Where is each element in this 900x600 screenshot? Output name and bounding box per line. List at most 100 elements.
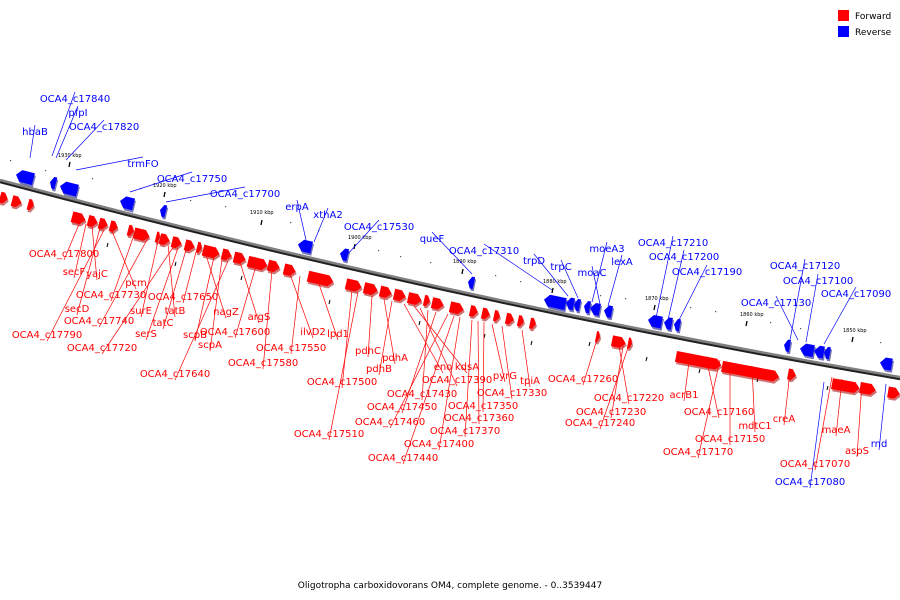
reverse-gene[interactable] bbox=[296, 239, 315, 256]
forward-gene[interactable] bbox=[132, 227, 152, 244]
forward-gene[interactable] bbox=[0, 191, 11, 207]
gene-label-oca4-c17360[interactable]: OCA4_c17360 bbox=[444, 413, 514, 424]
gene-label-oca4-c17120[interactable]: OCA4_c17120 bbox=[770, 261, 840, 272]
forward-gene[interactable] bbox=[26, 198, 37, 213]
forward-gene[interactable] bbox=[246, 255, 270, 274]
forward-gene[interactable] bbox=[430, 297, 446, 313]
forward-gene[interactable] bbox=[154, 231, 162, 245]
forward-gene[interactable] bbox=[480, 307, 492, 323]
gene-label-oca4-c17650[interactable]: OCA4_c17650 bbox=[148, 292, 218, 303]
forward-gene[interactable] bbox=[183, 239, 197, 254]
reverse-gene[interactable] bbox=[542, 294, 568, 313]
gene-label-sers[interactable]: serS bbox=[135, 329, 157, 340]
forward-gene[interactable] bbox=[220, 248, 234, 263]
gene-label-moac[interactable]: moaC bbox=[578, 268, 607, 279]
gene-label-oca4-c17070[interactable]: OCA4_c17070 bbox=[780, 459, 850, 470]
gene-label-sure[interactable]: surE bbox=[130, 306, 152, 317]
reverse-gene[interactable] bbox=[58, 180, 80, 199]
forward-gene[interactable] bbox=[195, 241, 204, 256]
gene-label-oca4-c17100[interactable]: OCA4_c17100 bbox=[783, 276, 853, 287]
forward-gene[interactable] bbox=[468, 305, 480, 320]
gene-label-oca4-c17510[interactable]: OCA4_c17510 bbox=[294, 429, 364, 440]
gene-label-pdhc[interactable]: pdhC bbox=[355, 346, 381, 357]
reverse-gene[interactable] bbox=[48, 176, 59, 192]
gene-label-eno[interactable]: eno bbox=[434, 362, 453, 373]
gene-label-scpb[interactable]: scpB bbox=[183, 330, 207, 341]
reverse-gene[interactable] bbox=[564, 297, 577, 313]
gene-label-trpd[interactable]: trpD bbox=[523, 256, 545, 267]
reverse-gene[interactable] bbox=[602, 305, 615, 321]
gene-label-oca4-c17220[interactable]: OCA4_c17220 bbox=[594, 393, 664, 404]
gene-label-oca4-c17750[interactable]: OCA4_c17750 bbox=[157, 174, 227, 185]
forward-gene[interactable] bbox=[406, 292, 424, 308]
reverse-gene[interactable] bbox=[783, 339, 793, 355]
forward-gene[interactable] bbox=[674, 351, 724, 373]
reverse-gene[interactable] bbox=[466, 276, 477, 292]
forward-gene[interactable] bbox=[306, 270, 336, 290]
gene-label-oca4-c17580[interactable]: OCA4_c17580 bbox=[228, 358, 298, 369]
gene-label-oca4-c17200[interactable]: OCA4_c17200 bbox=[649, 252, 719, 263]
gene-label-oca4-c17210[interactable]: OCA4_c17210 bbox=[638, 238, 708, 249]
forward-gene[interactable] bbox=[787, 368, 799, 383]
forward-gene[interactable] bbox=[887, 386, 900, 402]
gene-label-crea[interactable]: creA bbox=[773, 414, 796, 425]
gene-label-pfpi[interactable]: pfpI bbox=[68, 108, 87, 119]
reverse-gene[interactable] bbox=[582, 300, 593, 316]
gene-label-oca4-c17530[interactable]: OCA4_c17530 bbox=[344, 222, 414, 233]
gene-label-moea3[interactable]: moeA3 bbox=[589, 244, 624, 255]
gene-label-oca4-c17400[interactable]: OCA4_c17400 bbox=[404, 439, 474, 450]
gene-label-oca4-c17160[interactable]: OCA4_c17160 bbox=[684, 407, 754, 418]
reverse-gene[interactable] bbox=[799, 343, 817, 360]
gene-label-oca4-c17550[interactable]: OCA4_c17550 bbox=[256, 343, 326, 354]
gene-label-oca4-c17330[interactable]: OCA4_c17330 bbox=[477, 388, 547, 399]
gene-label-maea[interactable]: maeA bbox=[822, 425, 851, 436]
forward-gene[interactable] bbox=[108, 220, 120, 235]
gene-label-pcm[interactable]: pcm bbox=[125, 278, 147, 289]
reverse-gene[interactable] bbox=[672, 318, 683, 334]
gene-label-oca4-c17800[interactable]: OCA4_c17800 bbox=[29, 249, 99, 260]
forward-gene[interactable] bbox=[70, 211, 88, 227]
forward-gene[interactable] bbox=[504, 312, 516, 328]
gene-label-mdtc1[interactable]: mdtC1 bbox=[738, 421, 771, 432]
reverse-gene[interactable] bbox=[14, 169, 36, 188]
forward-gene[interactable] bbox=[86, 215, 100, 230]
forward-gene[interactable] bbox=[232, 251, 248, 268]
gene-label-quef[interactable]: queF bbox=[420, 234, 445, 245]
gene-label-oca4-c17370[interactable]: OCA4_c17370 bbox=[430, 426, 500, 437]
forward-gene[interactable] bbox=[492, 310, 502, 324]
forward-gene[interactable] bbox=[10, 195, 24, 211]
gene-label-oca4-c17460[interactable]: OCA4_c17460 bbox=[355, 417, 425, 428]
gene-label-oca4-c17720[interactable]: OCA4_c17720 bbox=[67, 343, 137, 354]
gene-label-oca4-c17150[interactable]: OCA4_c17150 bbox=[695, 434, 765, 445]
reverse-gene[interactable] bbox=[588, 302, 603, 319]
forward-gene[interactable] bbox=[859, 382, 878, 398]
forward-gene[interactable] bbox=[448, 301, 466, 317]
forward-gene[interactable] bbox=[392, 288, 408, 305]
gene-label-oca4-c17090[interactable]: OCA4_c17090 bbox=[821, 289, 891, 300]
reverse-gene[interactable] bbox=[646, 314, 664, 331]
gene-label-oca4-c17170[interactable]: OCA4_c17170 bbox=[663, 447, 733, 458]
forward-gene[interactable] bbox=[516, 315, 526, 329]
gene-label-oca4-c17640[interactable]: OCA4_c17640 bbox=[140, 369, 210, 380]
gene-label-acrb1[interactable]: acrB1 bbox=[670, 390, 699, 401]
gene-label-oca4-c17230[interactable]: OCA4_c17230 bbox=[576, 407, 646, 418]
gene-label-oca4-c17350[interactable]: OCA4_c17350 bbox=[448, 401, 518, 412]
forward-gene[interactable] bbox=[282, 263, 298, 280]
gene-label-oca4-c17080[interactable]: OCA4_c17080 bbox=[775, 477, 845, 488]
reverse-gene[interactable] bbox=[879, 357, 895, 373]
forward-gene[interactable] bbox=[594, 331, 603, 345]
gene-label-oca4-c17440[interactable]: OCA4_c17440 bbox=[368, 453, 438, 464]
gene-label-oca4-c17840[interactable]: OCA4_c17840 bbox=[40, 94, 110, 105]
gene-label-oca4-c17740[interactable]: OCA4_c17740 bbox=[64, 316, 134, 327]
forward-gene[interactable] bbox=[170, 236, 184, 251]
forward-gene[interactable] bbox=[362, 282, 380, 298]
gene-label-oca4-c17790[interactable]: OCA4_c17790 bbox=[12, 330, 82, 341]
gene-label-tatc[interactable]: tatC bbox=[153, 318, 174, 329]
forward-gene[interactable] bbox=[266, 259, 282, 276]
gene-label-oca4-c17730[interactable]: OCA4_c17730 bbox=[76, 290, 146, 301]
gene-label-secd[interactable]: secD bbox=[65, 304, 90, 315]
gene-label-lexa[interactable]: lexA bbox=[611, 257, 633, 268]
forward-gene[interactable] bbox=[720, 360, 782, 385]
reverse-gene[interactable] bbox=[572, 298, 583, 314]
reverse-gene[interactable] bbox=[823, 346, 833, 362]
